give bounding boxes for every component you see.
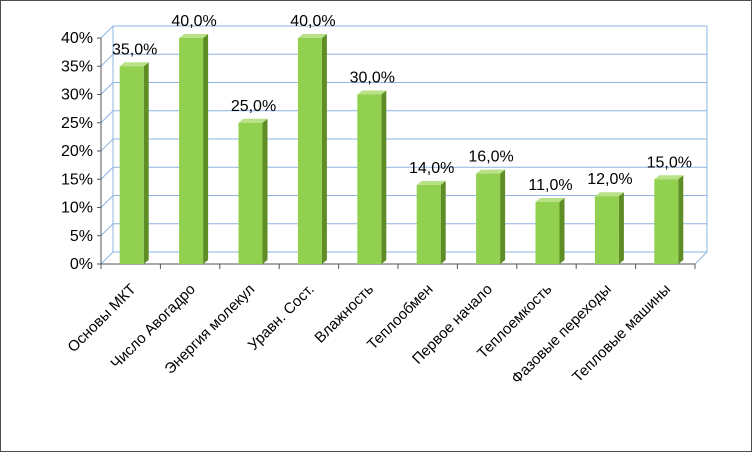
bar-side	[321, 34, 327, 264]
bar-top	[654, 175, 684, 180]
bar	[594, 192, 624, 264]
bar	[238, 118, 268, 264]
gridline-side	[100, 82, 114, 95]
y-tick-label: 10%	[61, 200, 93, 217]
gridline-side	[100, 223, 114, 237]
bar-top	[179, 34, 209, 38]
gridline-side	[100, 110, 114, 124]
data-label: 25,0%	[231, 98, 276, 115]
bar	[654, 175, 684, 264]
bar-top	[357, 90, 387, 95]
gridline-side	[100, 25, 114, 39]
bar-front	[416, 184, 441, 264]
bar-top	[238, 118, 268, 123]
bar	[535, 197, 565, 264]
y-tick-label: 20%	[61, 143, 93, 160]
bar-top	[119, 62, 149, 67]
bar-side	[143, 62, 149, 264]
bar-front	[238, 122, 263, 264]
y-tick-label: 30%	[61, 87, 93, 104]
data-label: 30,0%	[350, 70, 395, 87]
bar-top	[476, 169, 506, 174]
bar-side	[500, 169, 506, 264]
bar-front	[357, 94, 382, 264]
gridline-side	[100, 195, 114, 208]
data-label: 14,0%	[409, 160, 454, 177]
y-tick-label: 25%	[61, 115, 93, 132]
bar-top	[416, 180, 446, 185]
bar-side	[618, 192, 624, 264]
gridline-side	[100, 53, 114, 67]
bar-side	[559, 197, 565, 264]
data-label: 15,0%	[647, 154, 692, 171]
bar-side	[262, 118, 268, 264]
bar-side	[440, 180, 446, 264]
bar-front	[179, 38, 204, 264]
y-tick-label: 5%	[70, 228, 93, 245]
floor-right-edge	[694, 251, 708, 265]
bar	[416, 180, 446, 264]
bar-side	[381, 90, 387, 264]
bar-front	[654, 179, 679, 264]
gridline-side	[100, 138, 114, 152]
bar-side	[203, 34, 209, 264]
bar-front	[119, 66, 144, 264]
bar-top	[535, 197, 565, 202]
data-label: 40,0%	[290, 13, 335, 30]
bar-front	[594, 196, 619, 264]
bar	[476, 169, 506, 264]
bar	[357, 90, 387, 264]
bar	[119, 62, 149, 264]
y-tick-label: 15%	[61, 171, 93, 188]
bar	[297, 34, 327, 264]
y-tick-label: 35%	[61, 58, 93, 75]
bar-front	[476, 173, 501, 264]
bar-front	[535, 201, 560, 264]
data-label: 35,0%	[112, 41, 157, 58]
data-label: 16,0%	[468, 149, 513, 166]
bar-top	[297, 34, 327, 38]
gridline-side	[100, 251, 114, 265]
bar-top	[594, 192, 624, 197]
y-tick-label: 0%	[70, 256, 93, 273]
bar-front	[297, 38, 322, 264]
category-label: Тепловые машины	[569, 281, 674, 386]
bar-side	[678, 175, 684, 264]
category-label: Фазовые переходы	[508, 281, 614, 387]
data-label: 40,0%	[171, 13, 216, 30]
gridline-side	[100, 166, 114, 180]
bar	[179, 34, 209, 264]
data-label: 12,0%	[587, 171, 632, 188]
y-tick-label: 40%	[61, 30, 93, 47]
data-label: 11,0%	[528, 177, 572, 194]
